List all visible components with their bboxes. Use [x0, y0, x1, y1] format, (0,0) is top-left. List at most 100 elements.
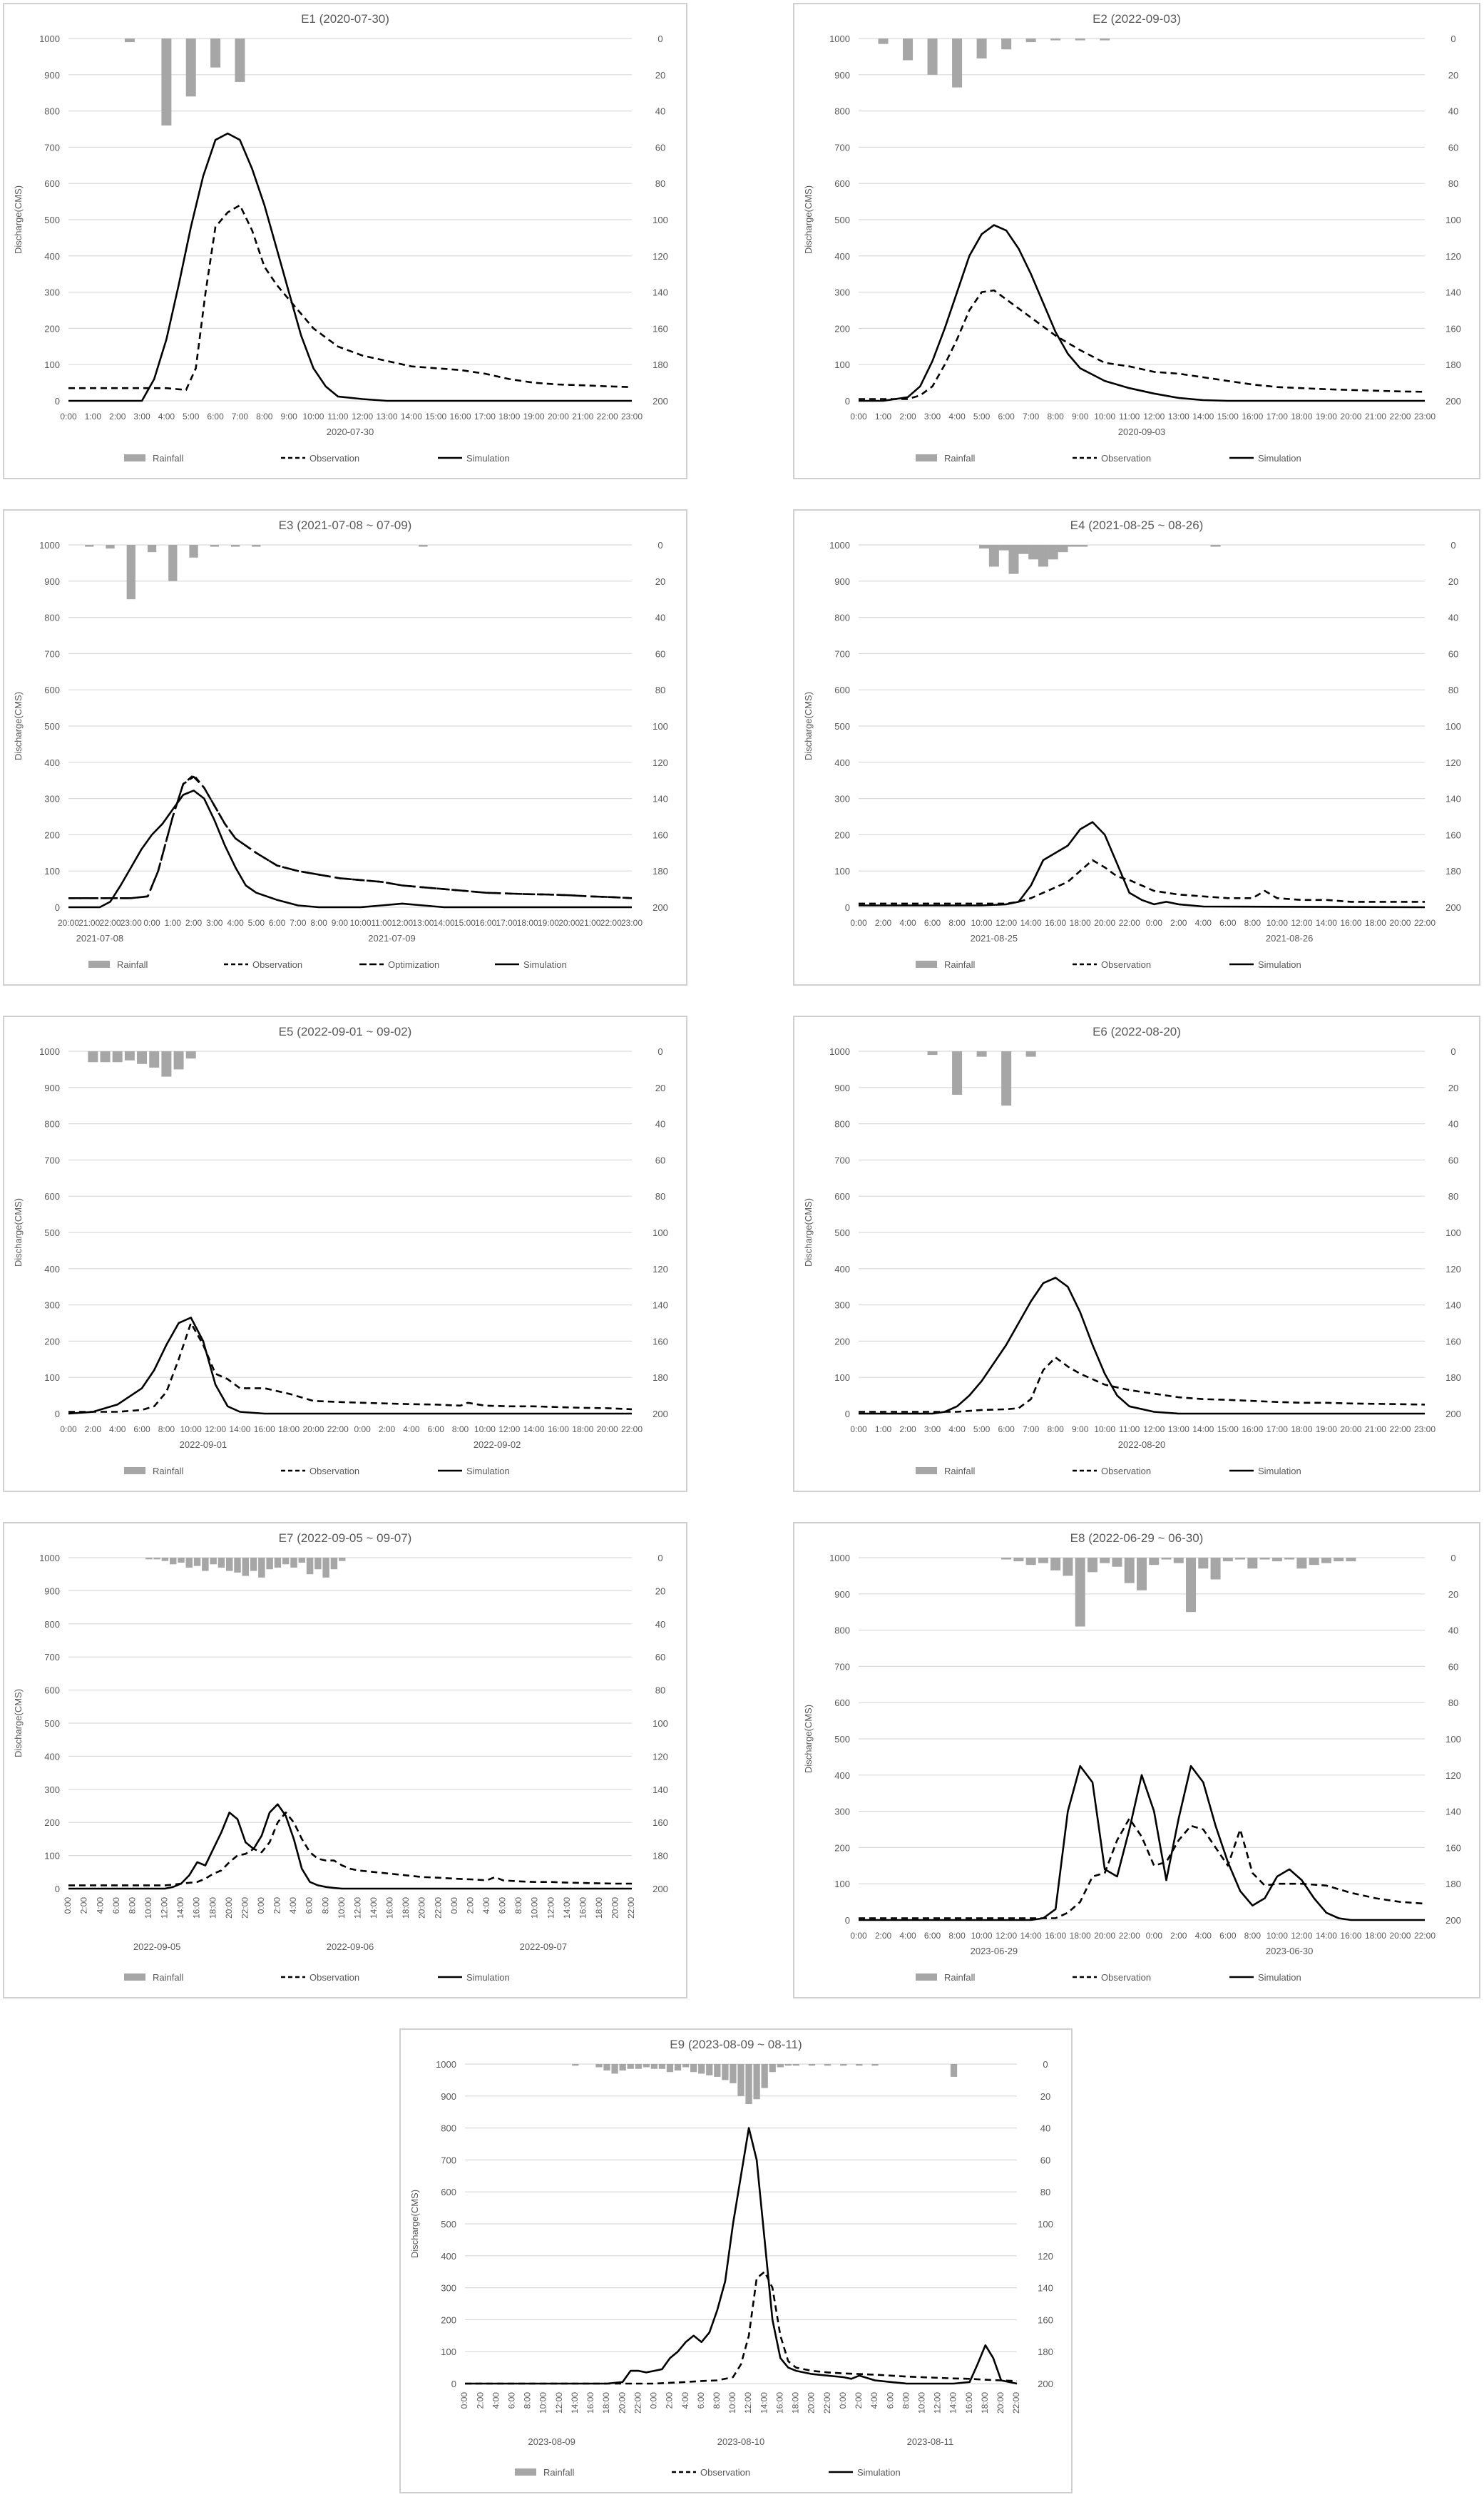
x-tick-label: 4:00 [491, 2392, 501, 2409]
legend-label: Observation [1101, 1466, 1151, 1476]
legend-label: Simulation [1258, 1972, 1301, 1983]
legend-label: Observation [309, 453, 359, 464]
rainfall-bar [210, 39, 221, 68]
x-tick-label: 1:00 [875, 412, 892, 422]
y-tick-label: 700 [44, 648, 60, 659]
y2-tick-label: 180 [653, 1372, 668, 1383]
chart-panel: E6 (2022-08-20) 0 100 200 300 400 500 600 700 800… [793, 1016, 1480, 1492]
y2-tick-label: 80 [655, 178, 665, 189]
rainfall-bar [1038, 545, 1048, 567]
x-tick-label: 16:00 [385, 1897, 395, 1919]
y2-tick-label: 120 [653, 1751, 668, 1762]
x-tick-label: 4:00 [899, 1931, 916, 1941]
x-tick-label: 10:00 [474, 1424, 496, 1434]
x-tick-label: 8:00 [158, 1424, 175, 1434]
y-axis-title: Discharge(CMS) [803, 1705, 814, 1773]
x-tick-label: 9:00 [1072, 1424, 1089, 1434]
y-tick-label: 0 [845, 1915, 850, 1926]
x-tick-label: 12:00 [743, 2392, 753, 2414]
x-tick-label: 22:00 [1389, 412, 1411, 422]
rainfall-bar [88, 1051, 98, 1063]
x-tick-label: 12:00 [205, 1424, 226, 1434]
legend-label: Simulation [1258, 453, 1301, 464]
y-tick-label: 900 [44, 576, 60, 587]
y2-tick-label: 40 [1448, 106, 1458, 117]
rainfall-bar [202, 1558, 209, 1571]
y-tick-label: 0 [55, 1884, 60, 1894]
rainfall-bar [1025, 39, 1036, 43]
x-tick-label: 23:00 [621, 412, 643, 422]
x-tick-label: 19:00 [1316, 1424, 1337, 1434]
y-tick-label: 600 [44, 1191, 60, 1202]
rainfall-bar [1050, 1558, 1061, 1571]
rainfall-bar [878, 39, 889, 44]
x-tick-label: 18:00 [791, 2392, 801, 2414]
x-tick-label: 21:00 [1365, 1424, 1386, 1434]
y-tick-label: 400 [441, 2251, 456, 2262]
y-tick-label: 500 [44, 215, 60, 225]
x-tick-label: 5:00 [973, 1424, 991, 1434]
y2-tick-label: 140 [1445, 1300, 1461, 1311]
x-tick-label: 10:00 [971, 918, 993, 928]
simulation-line [68, 132, 632, 402]
y2-tick-label: 80 [655, 1685, 665, 1696]
rainfall-bar [1087, 1558, 1097, 1573]
x-tick-label: 17:00 [474, 412, 496, 422]
y-tick-label: 600 [44, 178, 60, 189]
chart-panel: E8 (2022-06-29 ~ 06-30) 0 100 200 300 400 500 6… [793, 1522, 1480, 1998]
y-tick-label: 1000 [39, 540, 60, 551]
y-tick-label: 700 [441, 2155, 456, 2165]
x-tick-label: 0:00 [850, 1424, 867, 1434]
y-tick-label: 100 [834, 1879, 850, 1889]
y2-tick-label: 0 [657, 34, 662, 44]
x-tick-label: 18:00 [1291, 1424, 1312, 1434]
rainfall-bar [137, 1051, 148, 1064]
x-tick-label: 19:00 [538, 918, 559, 928]
rainfall-bar [242, 1558, 250, 1576]
chart-title: E9 (2023-08-09 ~ 08-11) [670, 2038, 802, 2051]
x-tick-label: 8:00 [127, 1897, 137, 1914]
y-tick-label: 400 [44, 251, 60, 262]
rainfall-bar [1271, 1558, 1282, 1562]
x-tick-label: 10:00 [302, 412, 324, 422]
y2-tick-label: 0 [1450, 540, 1455, 551]
chart-title: E2 (2022-09-03) [1092, 12, 1181, 26]
rainfall-bar [658, 2064, 666, 2069]
x-tick-label: 0:00 [850, 1931, 867, 1941]
y2-tick-label: 200 [1445, 1409, 1461, 1419]
rainfall-bar [210, 545, 219, 547]
y2-tick-label: 180 [653, 359, 668, 370]
chart-svg: E2 (2022-09-03)0100200300400500600700800… [803, 12, 1461, 464]
rainfall-bar [1048, 545, 1058, 560]
y-tick-label: 200 [44, 1336, 60, 1347]
chart-title: E5 (2022-09-01 ~ 09-02) [279, 1025, 412, 1038]
legend-label: Rainfall [153, 453, 183, 464]
y2-tick-label: 0 [1450, 34, 1455, 44]
date-label: 2021-07-09 [368, 933, 416, 944]
y2-tick-label: 20 [655, 576, 665, 587]
y-tick-label: 400 [834, 1770, 850, 1781]
rainfall-bar [1186, 1558, 1197, 1613]
date-label: 2021-08-26 [1266, 933, 1314, 944]
x-tick-label: 2:00 [85, 1424, 102, 1434]
chart-svg: E7 (2022-09-05 ~ 09-07)01002003004005006… [13, 1531, 668, 1983]
rainfall-bar [635, 2064, 642, 2069]
x-tick-label: 20:00 [1094, 1931, 1115, 1941]
x-tick-label: 0:00 [850, 412, 867, 422]
rainfall-bar [189, 545, 198, 558]
x-tick-label: 0:00 [354, 1424, 371, 1434]
chart-panel: E4 (2021-08-25 ~ 08-26) 0 100 200 300 400 500 6… [793, 509, 1480, 986]
x-tick-label: 2:00 [1170, 1931, 1187, 1941]
x-tick-label: 8:00 [1244, 1931, 1262, 1941]
x-tick-label: 10:00 [1094, 1424, 1115, 1434]
rainfall-bar [753, 2064, 760, 2100]
y-axis-title: Discharge(CMS) [13, 185, 24, 254]
y2-tick-label: 40 [1448, 1625, 1458, 1636]
x-tick-label: 4:00 [158, 412, 175, 422]
y2-tick-label: 40 [1040, 2123, 1050, 2134]
x-tick-label: 18:00 [601, 2392, 611, 2414]
legend-label: Observation [1101, 453, 1151, 464]
x-tick-label: 22:00 [1414, 1931, 1436, 1941]
rainfall-bar [106, 545, 115, 549]
y-tick-label: 200 [834, 829, 850, 840]
